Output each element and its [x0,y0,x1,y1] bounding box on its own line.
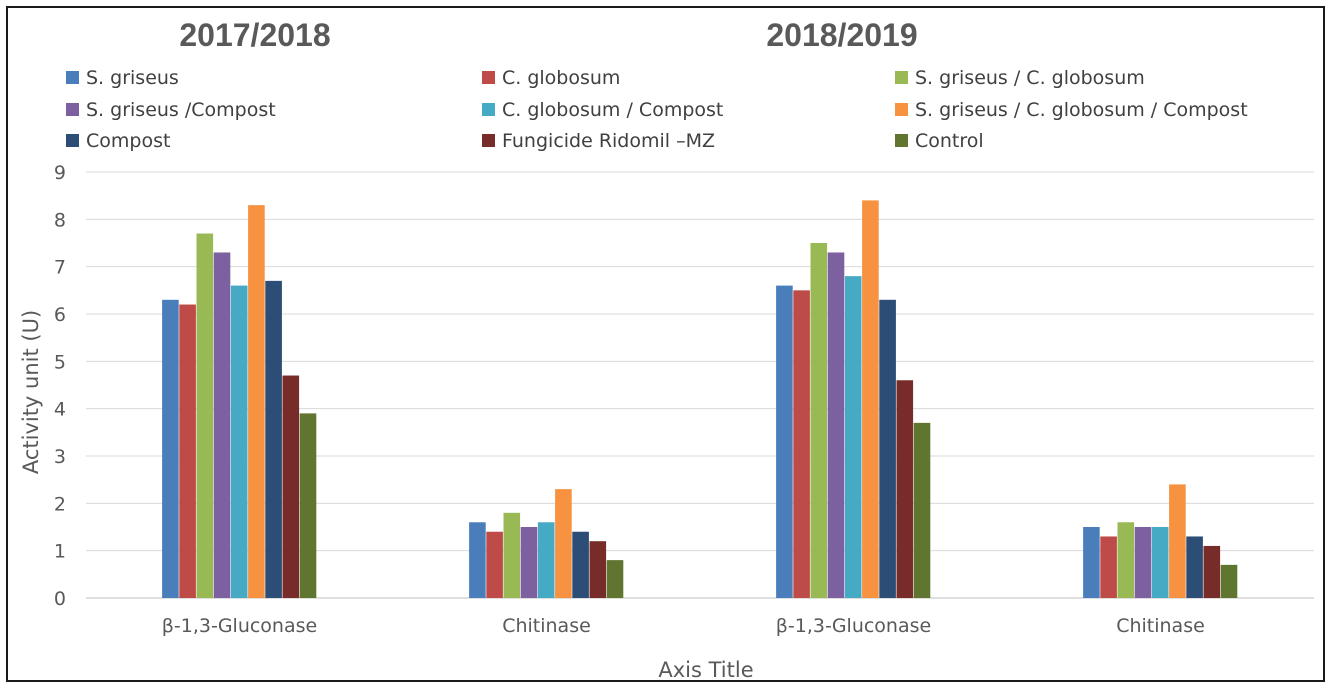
legend-label-s-griseus-compost: S. griseus /Compost [86,99,276,121]
legend-swatch-control [895,134,908,147]
bar-2-0 [776,285,793,598]
x-axis-title: Axis Title [658,658,753,682]
y-tick-6: 6 [54,304,66,326]
bar-2-3 [827,252,845,598]
bar-1-3 [520,527,538,598]
bar-1-4 [537,522,555,598]
legend-label-control: Control [915,130,984,152]
bar-3-0 [1083,527,1100,598]
bar-2-7 [896,380,914,598]
y-tick-9: 9 [54,162,66,184]
bar-3-8 [1220,564,1238,598]
legend-label-s-griseus: S. griseus [86,67,179,89]
y-tick-0: 0 [54,588,66,610]
bar-0-2 [196,233,214,599]
bar-3-3 [1134,527,1152,598]
title-2017-2018: 2017/2018 [179,17,330,53]
bar-2-6 [879,299,896,598]
legend-swatch-c-globosum-compost [482,103,495,116]
y-tick-2: 2 [54,493,66,515]
bar-3-5 [1169,484,1186,598]
activity-chart: 2017/2018 2018/2019 S. griseus C. globosu… [19,17,1314,682]
bar-1-5 [555,489,572,598]
legend-label-s-griseus-c-globosum-compost: S. griseus / C. globosum / Compost [915,99,1248,121]
y-tick-4: 4 [54,399,66,421]
legend-swatch-s-griseus-compost [66,103,79,116]
x-tick-0: β-1,3-Gluconase [162,615,317,637]
bar-2-5 [862,200,879,598]
bar-0-5 [248,205,265,598]
bar-2-8 [913,422,931,598]
y-tick-8: 8 [54,209,66,231]
bar-0-4 [230,285,248,598]
bar-0-3 [213,252,231,598]
bar-2-2 [810,243,828,598]
bar-1-1 [486,531,503,598]
y-tick-7: 7 [54,257,66,279]
x-axis-ticks: β-1,3-Gluconase Chitinase β-1,3-Gluconase C… [162,615,1205,637]
bar-0-6 [265,280,282,598]
y-tick-3: 3 [54,446,66,468]
y-axis-title: Activity unit (U) [19,310,43,474]
legend-label-fungicide-ridomil-mz: Fungicide Ridomil –MZ [502,130,715,152]
bar-1-0 [469,522,486,598]
legend-swatch-s-griseus [66,71,79,84]
bars [162,200,1238,599]
y-tick-1: 1 [54,541,66,563]
chart-frame: 2017/2018 2018/2019 S. griseus C. globosu… [6,6,1325,682]
y-tick-5: 5 [54,351,66,373]
bar-1-6 [572,531,589,598]
x-tick-1: Chitinase [502,615,591,637]
legend: S. griseus C. globosum S. griseus / C. glo… [66,67,1248,152]
bar-3-2 [1117,522,1135,598]
bar-3-7 [1203,545,1221,598]
bar-1-7 [589,541,607,598]
legend-swatch-compost [66,134,79,147]
bar-0-8 [299,413,317,598]
legend-swatch-fungicide-ridomil-mz [482,134,495,147]
bar-3-1 [1100,536,1117,598]
legend-swatch-c-globosum [482,71,495,84]
x-tick-3: Chitinase [1116,615,1205,637]
bar-1-2 [503,512,521,598]
bar-2-4 [844,276,862,598]
legend-label-c-globosum-compost: C. globosum / Compost [502,99,723,121]
bar-0-7 [282,375,300,598]
bar-0-1 [179,304,196,598]
legend-swatch-s-griseus-c-globosum-compost [895,103,908,116]
title-2018-2019: 2018/2019 [766,17,917,53]
x-tick-2: β-1,3-Gluconase [776,615,931,637]
legend-label-compost: Compost [86,130,170,152]
bar-3-6 [1186,536,1203,598]
legend-label-c-globosum: C. globosum [502,67,620,89]
legend-swatch-s-griseus-c-globosum [895,71,908,84]
bar-3-4 [1151,527,1169,598]
legend-label-s-griseus-c-globosum: S. griseus / C. globosum [915,67,1145,89]
y-axis-ticks: 0 1 2 3 4 5 6 7 8 9 [54,162,66,610]
bar-0-0 [162,299,179,598]
bar-1-8 [606,560,624,598]
bar-2-1 [793,290,810,598]
